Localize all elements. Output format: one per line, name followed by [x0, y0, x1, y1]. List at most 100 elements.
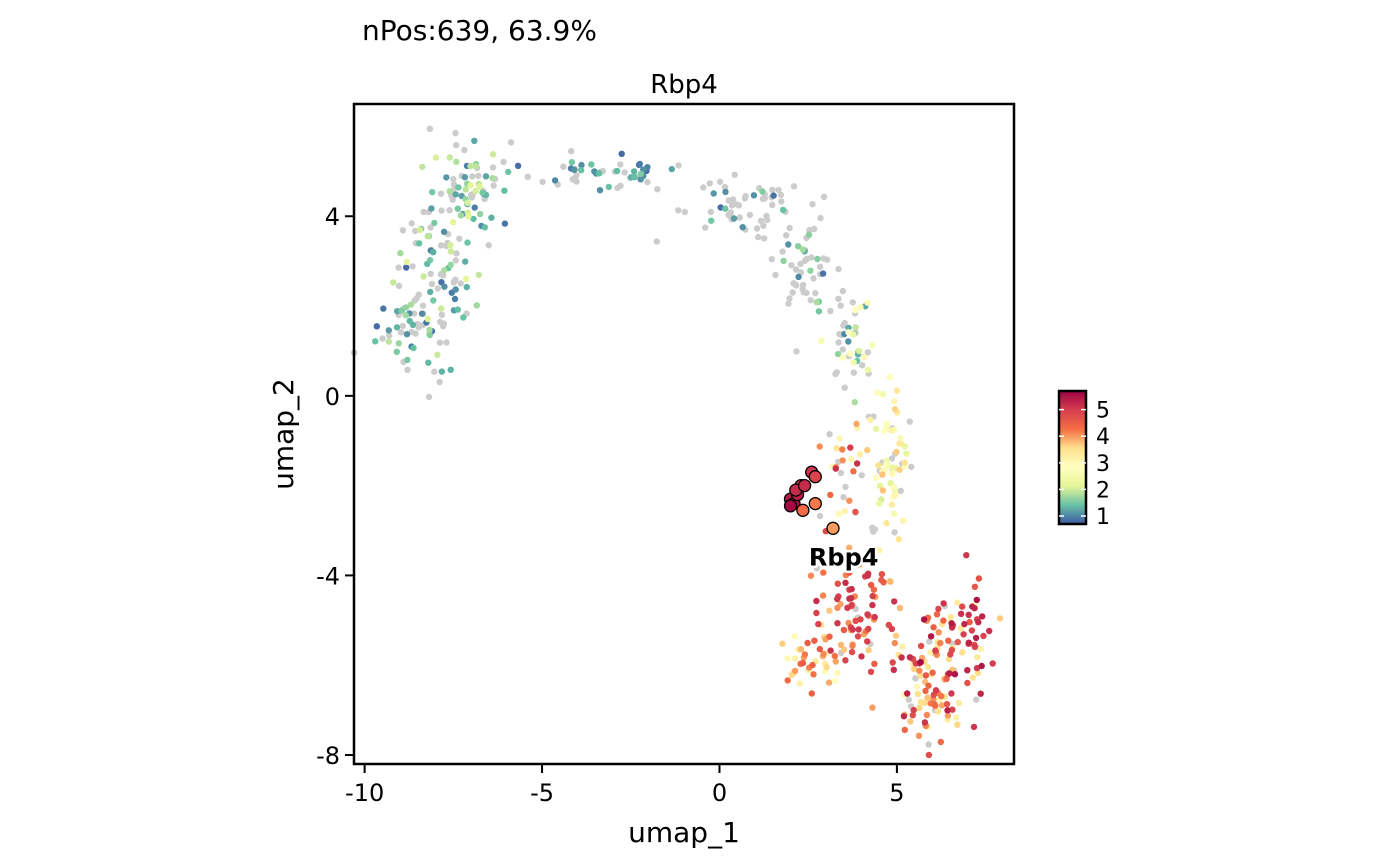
- data-point: [759, 188, 766, 195]
- data-point: [810, 671, 817, 678]
- data-point: [834, 620, 841, 627]
- data-point: [463, 283, 470, 291]
- data-point: [925, 682, 932, 689]
- data-point: [769, 201, 776, 209]
- data-point: [790, 183, 798, 190]
- data-point: [869, 341, 876, 349]
- data-point: [839, 346, 846, 353]
- data-point: [471, 204, 478, 211]
- data-point: [826, 431, 833, 438]
- data-point: [940, 617, 947, 624]
- data-point: [419, 163, 426, 171]
- data-point: [434, 351, 441, 358]
- data-point: [467, 162, 474, 170]
- data-point: [760, 222, 767, 229]
- data-point: [811, 225, 818, 233]
- data-point: [443, 174, 450, 181]
- data-point: [455, 184, 462, 191]
- data-point: [500, 158, 507, 166]
- data-point: [426, 125, 434, 132]
- data-point: [846, 544, 853, 551]
- data-point: [438, 305, 445, 312]
- data-point: [799, 246, 806, 253]
- data-point: [852, 617, 859, 625]
- data-point: [730, 215, 738, 222]
- data-point: [855, 347, 863, 355]
- data-point: [869, 592, 876, 600]
- data-point: [833, 445, 840, 452]
- data-point: [878, 571, 886, 578]
- data-point: [855, 626, 862, 633]
- data-point: [837, 469, 845, 477]
- data-point: [883, 420, 890, 427]
- data-point: [916, 704, 923, 712]
- data-point: [393, 324, 401, 331]
- data-point: [807, 297, 814, 304]
- data-point: [864, 366, 872, 373]
- data-point: [488, 214, 495, 221]
- data-point: [848, 456, 855, 463]
- data-point: [420, 208, 427, 216]
- data-point: [916, 667, 923, 674]
- data-point: [917, 672, 924, 679]
- data-point: [900, 713, 908, 720]
- data-point: [807, 572, 815, 579]
- data-point: [784, 655, 791, 662]
- data-point: [849, 299, 856, 306]
- data-point: [462, 258, 469, 265]
- data-point: [436, 339, 444, 346]
- data-point: [797, 260, 804, 268]
- point-annotation: Rbp4: [809, 544, 879, 572]
- data-point: [436, 378, 443, 386]
- data-point: [427, 224, 434, 231]
- data-point: [505, 168, 512, 176]
- data-point: [944, 712, 952, 719]
- data-point: [870, 528, 877, 535]
- data-point: [453, 250, 460, 257]
- data-point: [654, 186, 661, 193]
- data-point: [813, 299, 820, 306]
- data-point: [922, 687, 929, 695]
- data-point: [801, 651, 809, 658]
- data-point: [454, 306, 461, 313]
- data-point: [853, 420, 860, 427]
- data-point: [965, 639, 972, 646]
- chart-title: Rbp4: [650, 70, 718, 100]
- data-point: [485, 242, 492, 249]
- data-point: [969, 674, 977, 681]
- data-point: [722, 205, 729, 212]
- data-point: [834, 350, 842, 358]
- data-point: [970, 723, 978, 731]
- data-point: [457, 212, 465, 219]
- data-point: [818, 337, 825, 345]
- data-point: [797, 646, 805, 653]
- data-point: [937, 639, 944, 647]
- data-point: [846, 350, 854, 357]
- data-point: [891, 529, 898, 536]
- data-point: [820, 650, 827, 658]
- data-point: [837, 641, 845, 649]
- data-point: [949, 706, 956, 713]
- data-point: [438, 279, 445, 286]
- data-point: [786, 224, 793, 232]
- data-point: [490, 182, 497, 189]
- data-point: [904, 690, 911, 697]
- data-point: [845, 338, 852, 345]
- data-point: [817, 263, 824, 271]
- data-point: [860, 353, 868, 361]
- data-point: [847, 595, 855, 602]
- data-point: [925, 751, 933, 759]
- data-point: [706, 180, 713, 187]
- data-point: [428, 205, 435, 212]
- data-point: [810, 275, 817, 282]
- data-point: [867, 416, 874, 423]
- data-point: [899, 643, 906, 650]
- data-point: [461, 146, 468, 154]
- data-point: [770, 192, 777, 199]
- data-point: [777, 191, 785, 199]
- data-point: [969, 603, 976, 610]
- data-point: [938, 692, 945, 700]
- data-point: [431, 368, 438, 375]
- data-point: [891, 406, 899, 413]
- data-point: [427, 288, 434, 296]
